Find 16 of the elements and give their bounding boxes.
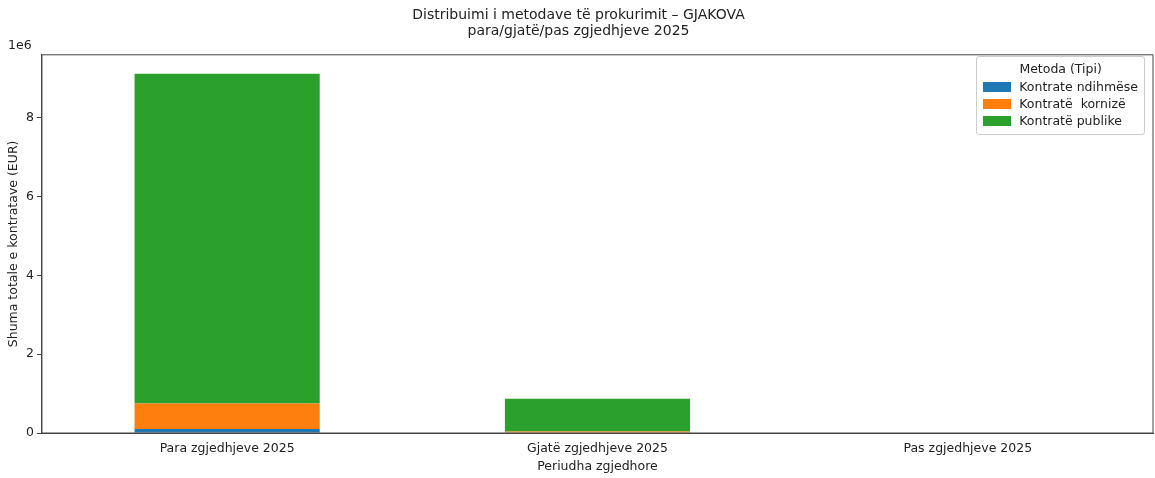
text: 1e6	[8, 36, 32, 52]
y-axis-title: Shuma totale e kontratave (EUR)	[4, 140, 20, 348]
x-tick-label: Para zgjedhjeve 2025	[159, 439, 295, 455]
x-axis-title: Periudha zgjedhore	[537, 457, 659, 473]
legend-label: Kontratë kornizë	[1019, 96, 1126, 111]
legend-label: Kontrate ndihmëse	[1019, 79, 1138, 94]
y-tick-label: 0	[26, 424, 34, 440]
legend-title: Metoda (Tipi)	[1018, 61, 1103, 76]
x-tick-label: Pas zgjedhjeve 2025	[903, 439, 1033, 455]
y-tick-label: 4	[26, 266, 34, 282]
y-tick-label: 6	[26, 187, 34, 203]
chart-title: Distribuimi i metodave të prokurimit – GJAKOVA para/gjatë/pas zgjedhjeve 2025	[412, 6, 746, 38]
y-tick-label: 8	[26, 109, 34, 125]
legend-label: Kontratë publike	[1019, 113, 1122, 128]
y-tick-label: 2	[26, 345, 34, 361]
x-tick-label: Gjatë zgjedhjeve 2025	[527, 439, 668, 455]
